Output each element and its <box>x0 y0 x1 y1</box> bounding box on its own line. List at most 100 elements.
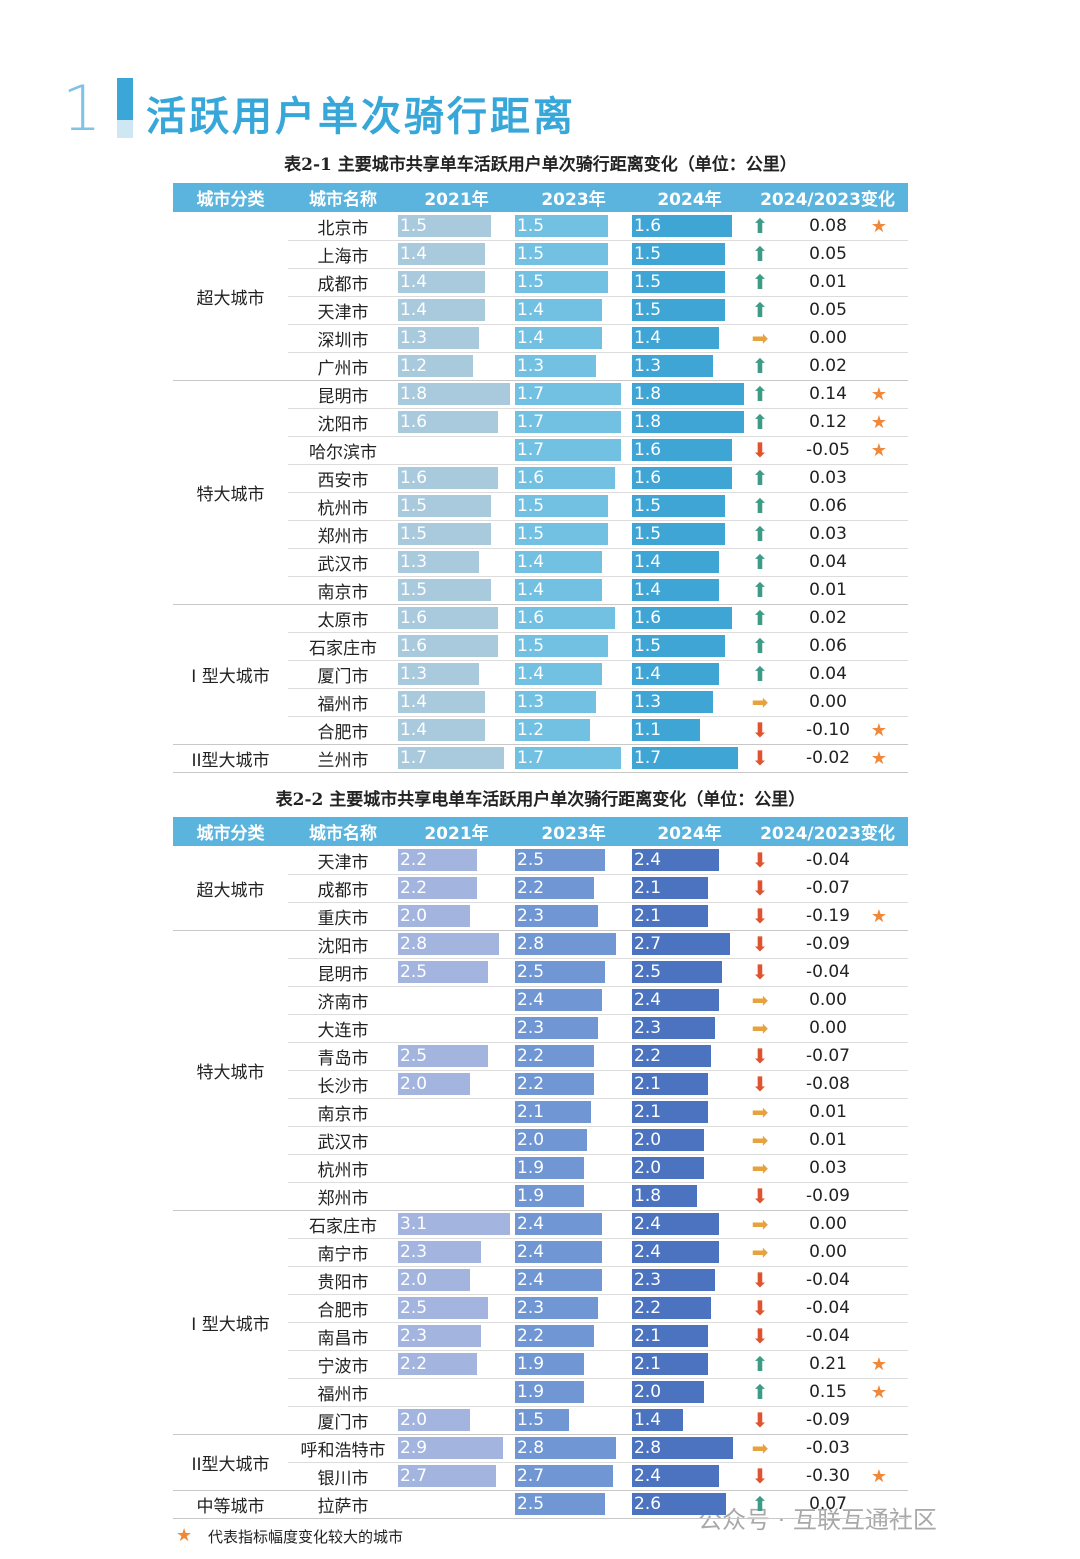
change-value: 0.00 <box>809 990 847 1010</box>
data-bar: 2.1 <box>632 1101 708 1123</box>
trend-arrow: ➡ <box>751 1156 769 1180</box>
data-bar: 1.5 <box>398 495 492 517</box>
city-name: 拉萨市 <box>317 1496 369 1517</box>
row-line <box>288 1238 908 1239</box>
category-name: 特大城市 <box>196 1062 265 1083</box>
trend-arrow: ⬆ <box>751 494 769 518</box>
data-bar: 1.5 <box>632 495 726 517</box>
trend-arrow: ⬇ <box>751 932 769 956</box>
row-line <box>288 688 908 689</box>
change-value: 0.00 <box>809 1018 847 1038</box>
data-bar: 1.4 <box>632 579 720 601</box>
row-line <box>288 986 908 987</box>
data-bar: 1.6 <box>515 607 615 629</box>
data-bar: 2.2 <box>398 849 478 871</box>
category-name: I 型大城市 <box>191 1314 270 1335</box>
change-value: 0.06 <box>809 496 847 516</box>
trend-arrow: ⬆ <box>751 606 769 630</box>
city-name: 福州市 <box>317 1384 369 1405</box>
data-bar: 2.6 <box>632 1493 726 1515</box>
trend-arrow: ➡ <box>751 1128 769 1152</box>
trend-arrow: ⬇ <box>751 1464 769 1488</box>
data-bar: 1.3 <box>398 663 479 685</box>
change-value: 0.12 <box>809 412 847 432</box>
title-bar <box>117 78 133 138</box>
change-value: 0.21 <box>809 1354 847 1374</box>
city-name: 郑州市 <box>317 1188 369 1209</box>
row-line <box>288 1378 908 1379</box>
trend-arrow: ⬆ <box>751 354 769 378</box>
data-bar: 2.4 <box>632 1465 719 1487</box>
data-bar: 2.8 <box>515 1437 617 1459</box>
star-icon: ★ <box>870 719 888 741</box>
city-name: 贵阳市 <box>317 1272 369 1293</box>
trend-arrow: ⬇ <box>751 438 769 462</box>
data-bar: 2.8 <box>515 933 617 955</box>
data-bar: 2.2 <box>398 877 478 899</box>
data-bar: 2.0 <box>632 1157 705 1179</box>
change-value: 0.01 <box>809 1102 847 1122</box>
trend-arrow: ⬆ <box>751 578 769 602</box>
star-icon: ★ <box>870 411 888 433</box>
row-line <box>288 632 908 633</box>
header-cell: 2021年 <box>424 824 489 844</box>
change-value: -0.07 <box>806 1046 850 1066</box>
data-bar: 2.2 <box>398 1353 478 1375</box>
change-value: -0.19 <box>806 906 850 926</box>
trend-arrow: ⬇ <box>751 746 769 770</box>
star-icon: ★ <box>870 747 888 769</box>
city-name: 合肥市 <box>317 722 369 743</box>
change-value: 0.00 <box>809 328 847 348</box>
data-bar: 2.0 <box>632 1129 705 1151</box>
city-name: 福州市 <box>317 694 369 715</box>
trend-arrow: ⬆ <box>751 550 769 574</box>
data-bar: 1.3 <box>515 691 596 713</box>
change-value: 0.01 <box>809 580 847 600</box>
change-value: -0.09 <box>806 1410 850 1430</box>
change-value: -0.10 <box>806 720 850 740</box>
data-bar: 2.4 <box>632 849 719 871</box>
row-line <box>288 240 908 241</box>
change-value: -0.04 <box>806 1298 850 1318</box>
data-bar: 1.5 <box>515 523 609 545</box>
city-name: 天津市 <box>317 852 369 873</box>
city-name: 呼和浩特市 <box>300 1440 386 1461</box>
data-bar: 2.2 <box>515 1045 595 1067</box>
group-line <box>173 1490 908 1491</box>
trend-arrow: ⬆ <box>751 1492 769 1516</box>
data-bar: 3.1 <box>398 1213 510 1235</box>
row-line <box>288 1322 908 1323</box>
trend-arrow: ⬇ <box>751 1184 769 1208</box>
data-bar: 2.0 <box>398 1073 471 1095</box>
data-bar: 2.7 <box>632 933 730 955</box>
city-name: 兰州市 <box>317 750 369 771</box>
trend-arrow: ➡ <box>751 1016 769 1040</box>
row-line <box>288 660 908 661</box>
city-name: 西安市 <box>317 470 369 491</box>
city-name: 南京市 <box>317 1104 369 1125</box>
data-bar: 1.9 <box>515 1157 584 1179</box>
data-bar: 1.3 <box>632 691 713 713</box>
row-line <box>288 874 908 875</box>
header-cell: 2024/2023变化 <box>760 190 895 210</box>
change-value: -0.08 <box>806 1074 850 1094</box>
row-line <box>288 576 908 577</box>
row-line <box>288 324 908 325</box>
category-name: 超大城市 <box>196 880 265 901</box>
table-caption: 表2-2 主要城市共享电单车活跃用户单次骑行距离变化（单位：公里） <box>275 790 806 810</box>
data-bar: 1.4 <box>515 663 603 685</box>
city-name: 北京市 <box>317 218 369 239</box>
group-line <box>173 380 908 381</box>
header-cell: 城市名称 <box>309 190 377 210</box>
header-cell: 2023年 <box>541 824 606 844</box>
data-bar: 1.4 <box>632 327 720 349</box>
data-bar: 1.4 <box>515 551 603 573</box>
star-icon: ★ <box>870 1465 888 1487</box>
data-bar: 1.7 <box>515 383 621 405</box>
data-bar: 1.5 <box>632 299 726 321</box>
data-bar: 1.6 <box>632 439 732 461</box>
row-line <box>288 1182 908 1183</box>
data-bar: 2.3 <box>398 1325 482 1347</box>
data-bar: 1.4 <box>515 327 603 349</box>
city-name: 宁波市 <box>317 1356 369 1377</box>
